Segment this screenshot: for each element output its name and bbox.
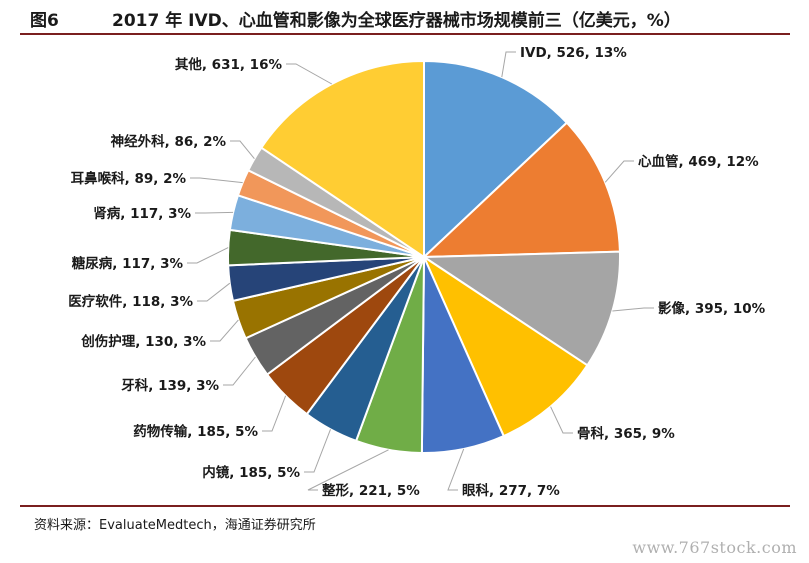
pie-slice-1: [421, 121, 621, 259]
leader-line-11: [187, 247, 229, 264]
slice-label-7: 药物传输, 185, 5%: [133, 423, 258, 440]
leader-line-15: [286, 63, 333, 85]
leader-line-12: [195, 211, 234, 214]
slice-label-9: 创伤护理, 130, 3%: [80, 333, 206, 350]
leader-line-2: [612, 307, 654, 312]
leader-line-3: [550, 406, 573, 434]
leader-line-8: [223, 356, 256, 386]
leader-line-14: [230, 140, 255, 160]
slice-label-6: 内镜, 185, 5%: [202, 464, 300, 481]
leader-line-4: [447, 448, 465, 491]
header-divider: [20, 33, 790, 35]
pie-slice-15: [259, 59, 425, 259]
slice-label-13: 耳鼻喉科, 89, 2%: [71, 170, 187, 187]
watermark: www.767stock.com: [632, 538, 797, 557]
slice-label-12: 肾病, 117, 3%: [93, 205, 191, 222]
slice-label-2: 影像, 395, 10%: [658, 300, 766, 317]
slice-label-1: 心血管, 469, 12%: [638, 153, 759, 170]
source-note: 资料来源：EvaluateMedtech，海通证券研究所: [34, 518, 316, 533]
leader-line-7: [262, 395, 287, 432]
leader-line-0: [501, 51, 516, 78]
slice-label-5: 整形, 221, 5%: [322, 482, 420, 499]
figure-header: 图6 2017 年 IVD、心血管和影像为全球医疗器械市场规模前三（亿美元，%）: [0, 0, 809, 34]
slice-label-11: 糖尿病, 117, 3%: [72, 255, 184, 272]
pie-slice-2: [420, 250, 621, 367]
slice-label-8: 牙科, 139, 3%: [121, 377, 219, 394]
figure-number: 图6: [30, 11, 59, 31]
leader-line-5: [307, 449, 389, 491]
leader-line-10: [197, 282, 231, 302]
leader-line-13: [190, 177, 243, 184]
leader-line-9: [210, 319, 239, 342]
footer-divider: [20, 505, 790, 507]
slice-label-3: 骨科, 365, 9%: [577, 425, 675, 442]
leader-line-6: [304, 429, 331, 473]
slice-label-10: 医疗软件, 118, 3%: [68, 293, 193, 310]
figure-title: 2017 年 IVD、心血管和影像为全球医疗器械市场规模前三（亿美元，%）: [112, 11, 681, 31]
leader-line-1: [604, 160, 634, 183]
slice-label-0: IVD, 526, 13%: [520, 45, 627, 61]
pie-slice-3: [421, 254, 589, 438]
slice-label-4: 眼科, 277, 7%: [462, 482, 560, 499]
slice-label-15: 其他, 631, 16%: [175, 56, 283, 73]
slice-label-14: 神经外科, 86, 2%: [111, 133, 227, 150]
